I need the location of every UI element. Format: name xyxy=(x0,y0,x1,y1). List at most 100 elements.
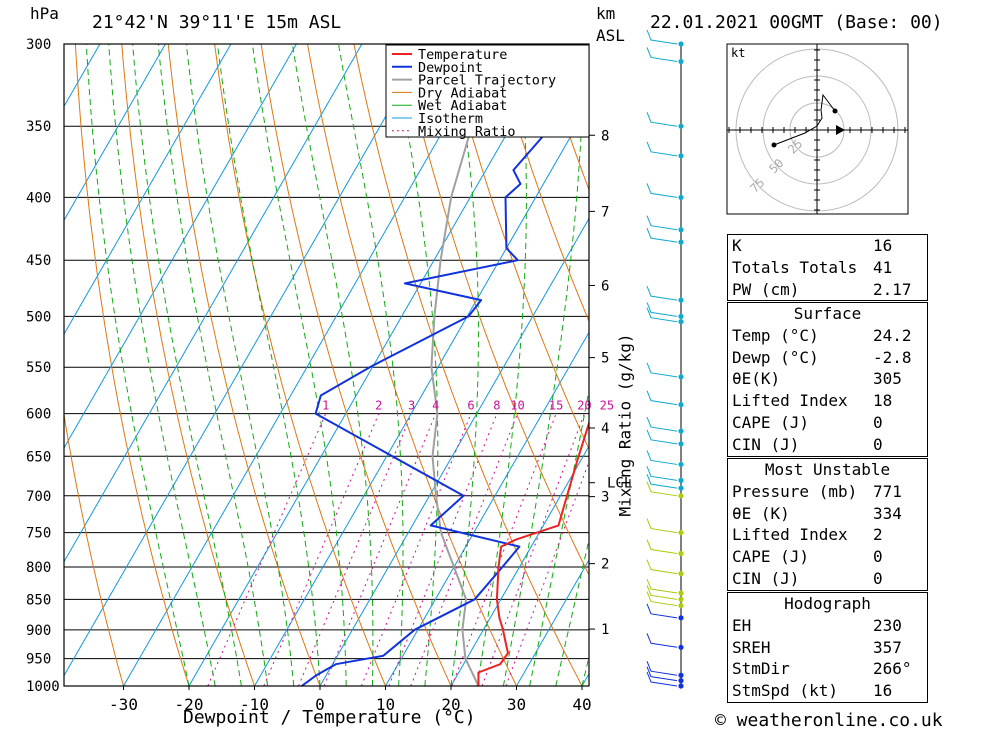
wind-level-dot xyxy=(678,194,684,201)
wind-level-dot xyxy=(678,550,684,557)
stat-value: 24.2 xyxy=(873,325,912,345)
legend-entry: Isotherm xyxy=(418,111,483,127)
wind-barb xyxy=(646,481,678,497)
legend-entry: Dry Adiabat xyxy=(418,85,507,101)
legend-box xyxy=(385,44,590,138)
wind-level-dot xyxy=(678,678,684,684)
copyright[interactable]: © weatheronline.co.uk xyxy=(715,710,943,731)
pressure-tick-label: 300 xyxy=(26,37,51,53)
stat-value: 334 xyxy=(873,503,902,523)
mixing-ratio-line xyxy=(505,460,589,686)
stat-label: Dewp (°C) xyxy=(732,347,819,367)
isotherm-line xyxy=(385,331,589,686)
stat-value: 0 xyxy=(873,434,883,454)
dry-adiabat-line xyxy=(492,44,589,323)
wind-level-dot xyxy=(678,239,684,245)
wet-adiabat-line xyxy=(529,387,589,686)
wet-adiabat-line xyxy=(502,44,585,686)
legend-entry: Mixing Ratio xyxy=(418,124,516,140)
stat-row: CAPE (J) 0 xyxy=(728,546,927,568)
stat-row: Temp (°C) 24.2 xyxy=(728,325,927,347)
mixing-ratio-label: 8 xyxy=(493,399,500,413)
wet-adiabat-line xyxy=(338,44,404,686)
wind-level-dot xyxy=(678,374,684,380)
wind-barb xyxy=(646,307,678,323)
stat-value: 230 xyxy=(873,615,902,635)
wind-level-dot xyxy=(678,644,684,650)
wind-profile xyxy=(646,29,684,689)
isotherm-line xyxy=(123,44,494,686)
mixing-ratio-line xyxy=(207,413,327,686)
stat-label: Lifted Index xyxy=(732,525,848,545)
dry-adiabat-line xyxy=(260,44,452,686)
dewpoint-line xyxy=(301,44,574,686)
wind-level-dot xyxy=(678,227,684,233)
temperature-line xyxy=(477,419,589,686)
stat-label: K xyxy=(732,236,742,255)
legend-entry: Wet Adiabat xyxy=(418,98,507,114)
hodograph-stats-title: Hodograph xyxy=(784,594,871,613)
datetime-title: 22.01.2021 00GMT (Base: 00) xyxy=(650,12,943,33)
stat-row: CAPE (J) 0 xyxy=(728,412,927,434)
lcl-label: LCL xyxy=(607,476,632,492)
asl-label: ASL xyxy=(596,26,625,45)
mixing-ratio-label: 2 xyxy=(375,399,382,413)
km-tick-label: 4 xyxy=(601,421,609,437)
pressure-tick-label: 950 xyxy=(26,652,51,668)
isotherm-line xyxy=(64,44,166,222)
stat-value: 0 xyxy=(873,412,883,432)
km-tick-label: 6 xyxy=(601,278,609,294)
wind-level-dot xyxy=(678,672,684,678)
wind-level-dot xyxy=(678,319,684,325)
wind-level-dot xyxy=(678,477,684,483)
stat-label: θE (K) xyxy=(732,503,790,523)
dry-adiabat-line xyxy=(64,411,124,686)
temperature-tick-label: 10 xyxy=(376,695,395,714)
stat-label: CAPE (J) xyxy=(732,412,810,432)
stat-label: StmSpd (kt) xyxy=(732,681,838,701)
dry-adiabat-line xyxy=(353,44,583,686)
wind-barb xyxy=(646,183,678,198)
hodograph-unit-label: kt xyxy=(731,46,745,60)
dry-adiabat-line xyxy=(957,44,1000,686)
mixing-ratio-label: 10 xyxy=(510,399,524,413)
stat-label: CIN (J) xyxy=(732,434,800,454)
hodograph-trace xyxy=(773,93,836,146)
stat-label: θE(K) xyxy=(732,369,781,389)
mixing-ratio-line xyxy=(360,413,472,686)
stat-label: EH xyxy=(732,615,752,635)
wind-barb xyxy=(646,518,678,534)
stat-row: Lifted Index 2 xyxy=(728,524,927,546)
isotherm-line xyxy=(516,558,589,686)
pressure-tick-label: 600 xyxy=(26,407,51,423)
pressure-tick-label: 500 xyxy=(26,309,51,325)
km-tick-label: 3 xyxy=(601,490,609,506)
location-title: 21°42'N 39°11'E 15m ASL xyxy=(92,12,342,33)
wet-adiabat-line xyxy=(391,44,439,686)
wind-level-dot xyxy=(678,402,684,408)
storm-motion-marker xyxy=(836,125,845,135)
pressure-tick-label: 400 xyxy=(26,190,51,206)
wind-barb xyxy=(646,591,678,607)
surface-title: Surface xyxy=(793,304,862,323)
wet-adiabat-line xyxy=(85,44,190,686)
temperature-tick-label: 30 xyxy=(507,695,526,714)
x-axis-title: Dewpoint / Temperature (°C) xyxy=(183,707,476,728)
wind-level-dot xyxy=(678,428,684,434)
wind-level-dot xyxy=(678,441,684,447)
stat-value: 18 xyxy=(873,391,893,411)
surface-panel: Surface Temp (°C) 24.2 Dewp (°C) -2.8 θE(K) 3… xyxy=(727,302,928,457)
stat-row: SREH 357 xyxy=(728,637,927,659)
most-unstable-title: Most Unstable xyxy=(764,460,891,479)
km-tick-label: 8 xyxy=(601,128,609,144)
pressure-tick-label: 1000 xyxy=(26,679,60,695)
wet-adiabat-line xyxy=(216,44,321,686)
pressure-tick-label: 550 xyxy=(26,360,51,376)
temperature-tick-label: -20 xyxy=(175,695,204,714)
wind-barb xyxy=(646,473,678,489)
dry-adiabat-line xyxy=(121,44,255,686)
stat-label: Temp (°C) xyxy=(732,325,819,345)
wind-barb xyxy=(646,47,678,62)
